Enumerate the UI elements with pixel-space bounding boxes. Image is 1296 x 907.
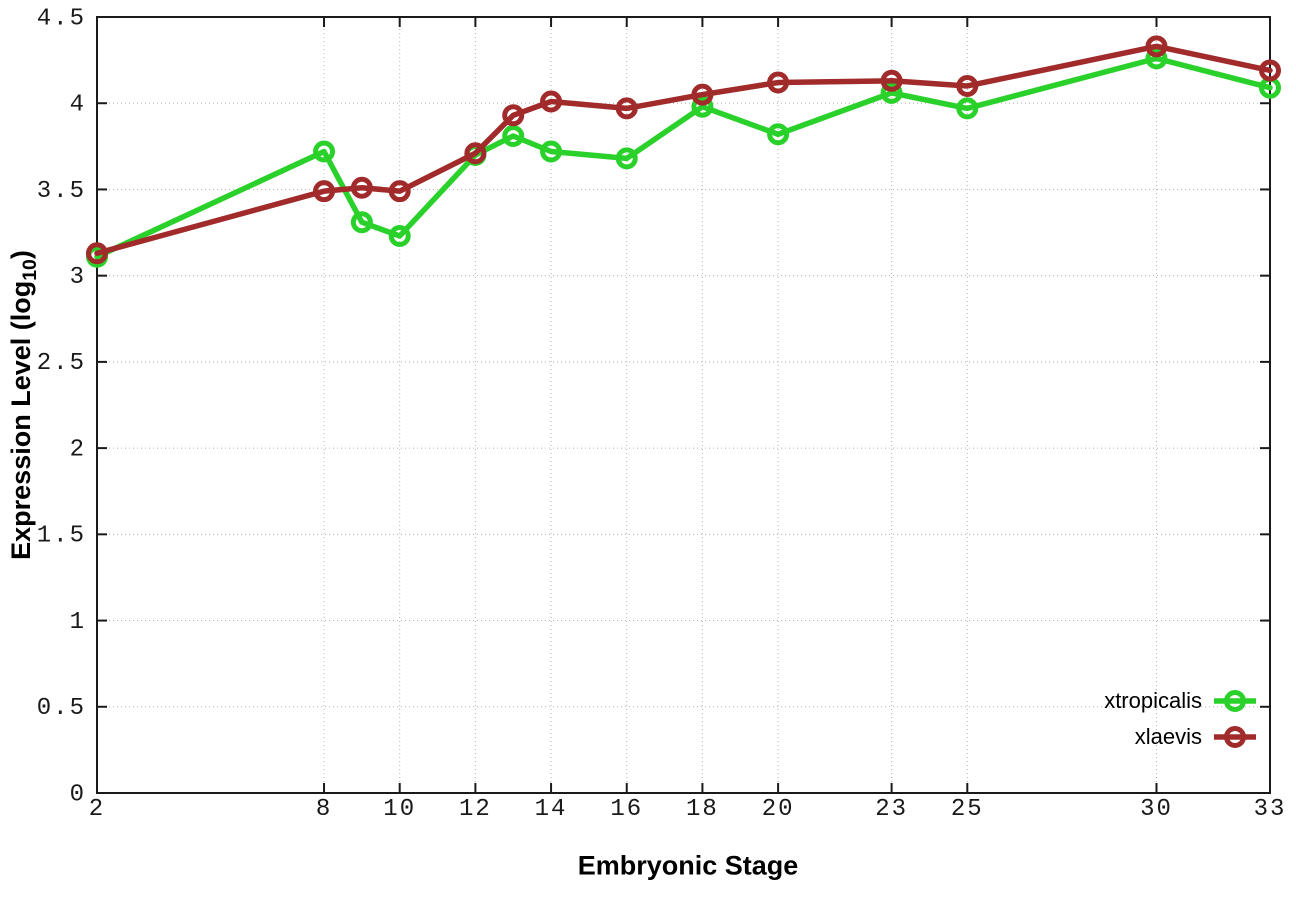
data-point-xtropicalis (691, 95, 714, 118)
svg-text:2: 2 (89, 796, 105, 823)
data-point-xtropicalis (502, 124, 525, 147)
series-xlaevis (86, 35, 1281, 265)
svg-text:33: 33 (1254, 796, 1287, 823)
svg-text:4.5: 4.5 (37, 5, 86, 32)
data-point-xtropicalis (956, 97, 979, 120)
legend-item-xlaevis: xlaevis (1104, 719, 1258, 755)
data-point-xlaevis (615, 97, 638, 120)
legend-label-xlaevis: xlaevis (1134, 724, 1202, 749)
data-point-xlaevis (464, 142, 487, 165)
svg-text:2: 2 (70, 436, 86, 463)
data-point-xtropicalis (350, 211, 373, 234)
data-point-xlaevis (86, 242, 108, 265)
data-point-xlaevis (880, 69, 903, 92)
data-point-xtropicalis (767, 123, 790, 146)
y-tick-labels: 0 0.5 1 1.5 2 2.5 3 3.5 4 4.5 (37, 5, 86, 808)
svg-text:3: 3 (70, 264, 86, 291)
data-point-xtropicalis (880, 81, 903, 104)
data-point-xlaevis (502, 104, 525, 127)
svg-text:8: 8 (316, 796, 332, 823)
data-point-xtropicalis (1145, 47, 1168, 70)
svg-text:18: 18 (686, 796, 719, 823)
x-axis-title: Embryonic Stage (577, 850, 799, 881)
svg-text:14: 14 (535, 796, 568, 823)
plot-border (96, 16, 1271, 794)
data-point-xtropicalis (313, 140, 336, 163)
data-point-xtropicalis (388, 225, 411, 248)
legend: xtropicalis xlaevis (1104, 683, 1258, 755)
y-axis-title-close: ) (5, 250, 36, 260)
gridlines (97, 17, 1270, 793)
x-tick-labels: 2 8 10 12 14 16 18 20 23 25 30 33 (89, 796, 1287, 823)
xtropicalis-line-marker-icon (1214, 690, 1256, 712)
data-point-xlaevis (313, 180, 336, 203)
svg-text:16: 16 (610, 796, 643, 823)
svg-text:1.5: 1.5 (37, 523, 86, 550)
data-point-xtropicalis (540, 140, 563, 163)
svg-text:2.5: 2.5 (37, 350, 86, 377)
y-axis-title-subscript: 10 (19, 259, 42, 281)
svg-text:20: 20 (762, 796, 795, 823)
data-point-xlaevis (691, 83, 714, 106)
series-xtropicalis (86, 47, 1281, 268)
data-point-xlaevis (388, 180, 411, 203)
data-point-xlaevis (767, 71, 790, 94)
svg-text:30: 30 (1140, 796, 1173, 823)
svg-text:4: 4 (70, 92, 86, 119)
tick-marks (96, 16, 1271, 794)
svg-text:23: 23 (875, 796, 908, 823)
data-point-xlaevis (956, 74, 979, 97)
svg-text:0.5: 0.5 (37, 695, 86, 722)
data-point-xlaevis (350, 176, 373, 199)
svg-text:10: 10 (383, 796, 416, 823)
y-axis-title: Expression Level (log10) (6, 250, 42, 560)
y-axis-title-text: Expression Level (log (5, 280, 36, 560)
legend-item-xtropicalis: xtropicalis (1104, 683, 1258, 719)
svg-text:1: 1 (70, 609, 86, 636)
data-point-xlaevis (1145, 35, 1168, 58)
svg-text:3.5: 3.5 (37, 178, 86, 205)
data-point-xlaevis (540, 90, 563, 113)
data-point-xtropicalis (615, 147, 638, 170)
data-point-xlaevis (1259, 59, 1281, 82)
svg-text:0: 0 (70, 781, 86, 808)
svg-text:25: 25 (951, 796, 984, 823)
legend-label-xtropicalis: xtropicalis (1104, 688, 1202, 713)
xlaevis-line-marker-icon (1214, 726, 1256, 748)
svg-text:12: 12 (459, 796, 492, 823)
